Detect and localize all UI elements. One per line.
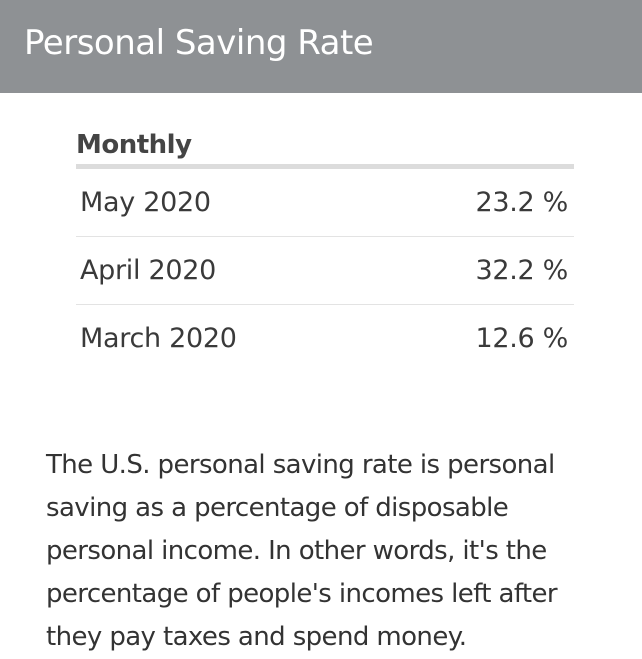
table-heading: Monthly: [76, 126, 574, 169]
row-value: 12.6 %: [475, 323, 568, 354]
row-period: May 2020: [80, 187, 211, 218]
row-value: 32.2 %: [475, 255, 568, 286]
row-period: March 2020: [80, 323, 237, 354]
row-value: 23.2 %: [475, 187, 568, 218]
saving-rate-table: Monthly May 2020 23.2 % April 2020 32.2 …: [76, 126, 574, 372]
description-text: The U.S. personal saving rate is persona…: [46, 450, 558, 652]
table-row: April 2020 32.2 %: [76, 237, 574, 305]
page-title: Personal Saving Rate: [24, 22, 374, 63]
table-row: March 2020 12.6 %: [76, 305, 574, 372]
row-period: April 2020: [80, 255, 217, 286]
header-bar: Personal Saving Rate: [0, 0, 642, 93]
table-row: May 2020 23.2 %: [76, 169, 574, 237]
